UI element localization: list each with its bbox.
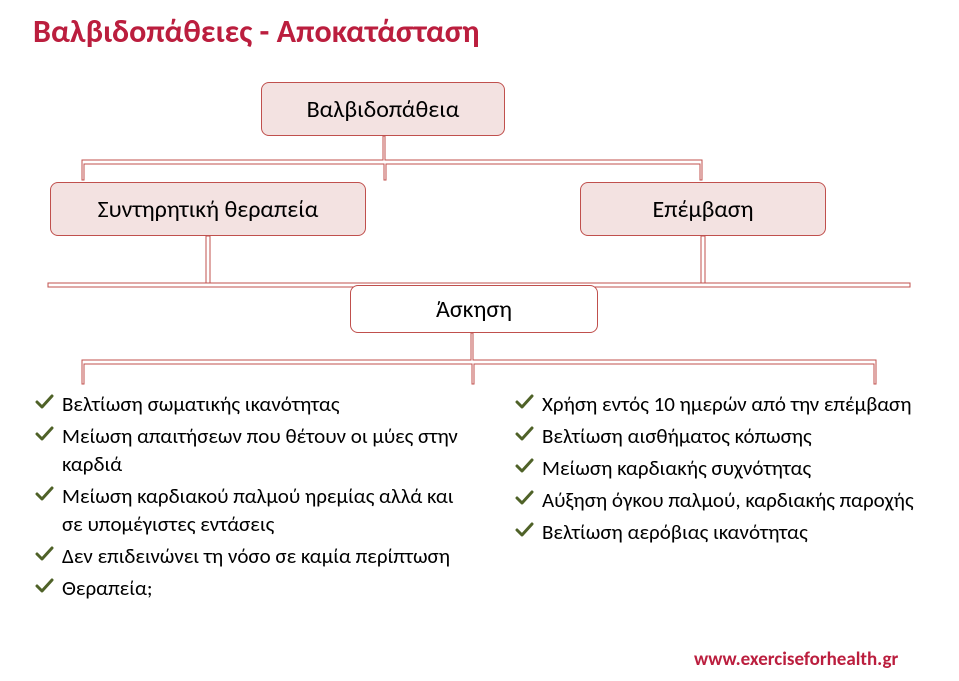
list-item: Αύξηση όγκου παλμού, καρδιακής παροχής <box>514 486 944 514</box>
list-item: Θεραπεία; <box>34 574 464 602</box>
list-item-text: Βελτίωση αερόβιας ικανότητας <box>542 519 808 545</box>
list-item-text: Βελτίωση σωματικής ικανότητας <box>62 391 340 417</box>
right-bullet-list: Χρήση εντός 10 ημερών από την επέμβαση Βε… <box>514 390 944 550</box>
list-item-text: Δεν επιδεινώνει τη νόσο σε καμία περίπτω… <box>62 543 450 569</box>
list-item: Βελτίωση αερόβιας ικανότητας <box>514 518 944 546</box>
list-item: Δεν επιδεινώνει τη νόσο σε καμία περίπτω… <box>34 542 464 570</box>
check-icon <box>34 392 54 412</box>
list-item-text: Χρήση εντός 10 ημερών από την επέμβαση <box>542 391 912 417</box>
page-title: Βαλβιδοπάθειες - Αποκατάσταση <box>33 12 480 51</box>
check-icon <box>34 424 54 444</box>
list-item: Βελτίωση αισθήματος κόπωσης <box>514 422 944 450</box>
list-item: Χρήση εντός 10 ημερών από την επέμβαση <box>514 390 944 418</box>
list-item: Μείωση απαιτήσεων που θέτουν οι μύες στη… <box>34 422 464 478</box>
node-intervention-label: Επέμβαση <box>653 195 754 224</box>
node-conservative-therapy-label: Συντηρητική θεραπεία <box>98 195 319 224</box>
footer-url: www.exerciseforhealth.gr <box>694 648 898 671</box>
node-root: Βαλβιδοπάθεια <box>261 82 505 136</box>
list-item-text: Βελτίωση αισθήματος κόπωσης <box>542 423 812 449</box>
check-icon <box>514 424 534 444</box>
check-icon <box>34 484 54 504</box>
check-icon <box>34 544 54 564</box>
node-conservative-therapy: Συντηρητική θεραπεία <box>50 182 366 236</box>
list-item-text: Μείωση καρδιακού παλμού ηρεμίας αλλά και… <box>62 483 454 537</box>
check-icon <box>514 520 534 540</box>
list-item: Μείωση καρδιακού παλμού ηρεμίας αλλά και… <box>34 482 464 538</box>
node-exercise: Άσκηση <box>350 285 598 333</box>
list-item-text: Αύξηση όγκου παλμού, καρδιακής παροχής <box>542 487 914 513</box>
list-item: Μείωση καρδιακής συχνότητας <box>514 454 944 482</box>
check-icon <box>514 456 534 476</box>
check-icon <box>34 576 54 596</box>
list-item-text: Θεραπεία; <box>62 575 153 601</box>
node-exercise-label: Άσκηση <box>436 295 512 324</box>
check-icon <box>514 488 534 508</box>
node-intervention: Επέμβαση <box>580 182 826 236</box>
list-item-text: Μείωση καρδιακής συχνότητας <box>542 455 811 481</box>
check-icon <box>514 392 534 412</box>
left-bullet-list: Βελτίωση σωματικής ικανότητας Μείωση απαι… <box>34 390 464 606</box>
list-item-text: Μείωση απαιτήσεων που θέτουν οι μύες στη… <box>62 423 458 477</box>
node-root-label: Βαλβιδοπάθεια <box>307 95 460 124</box>
list-item: Βελτίωση σωματικής ικανότητας <box>34 390 464 418</box>
